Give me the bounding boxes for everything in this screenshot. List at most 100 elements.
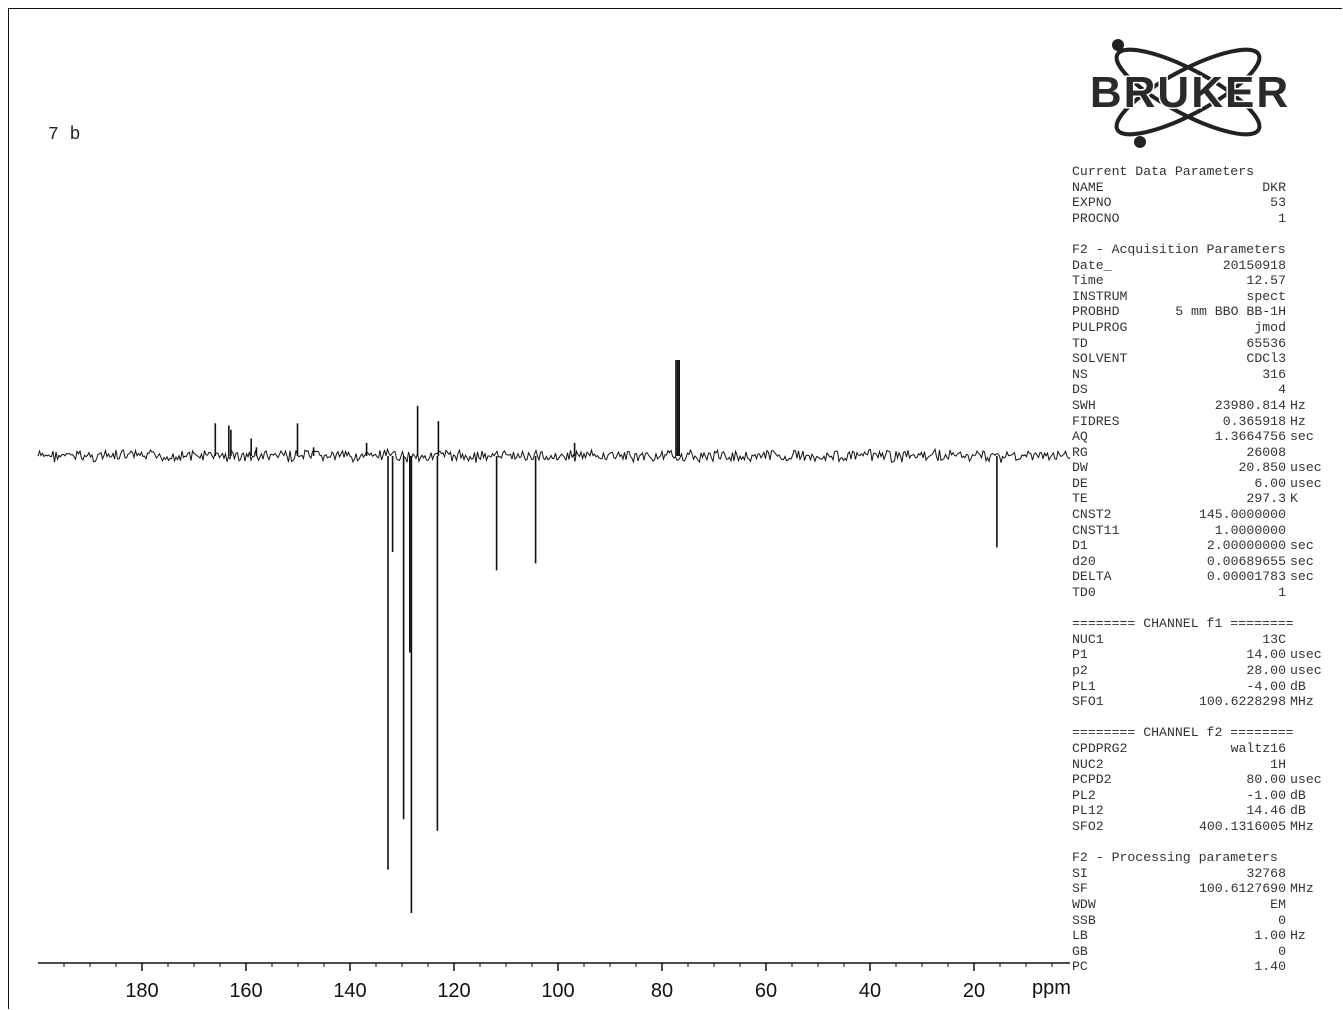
param-value: 1.40	[1254, 959, 1286, 975]
logo-text: BRUKER	[1090, 68, 1290, 117]
param-row-d1: D1 2.00000000 sec	[1072, 538, 1340, 554]
param-value: 0.00001783	[1206, 569, 1286, 585]
param-section-header: ======== CHANNEL f1 ========	[1072, 616, 1294, 632]
param-key: CNST11	[1072, 522, 1120, 538]
param-unit: MHz	[1290, 881, 1314, 897]
param-key: Time	[1072, 273, 1104, 289]
param-unit: Hz	[1290, 413, 1306, 429]
param-key: PL2	[1072, 787, 1096, 803]
param-key: D1	[1072, 538, 1088, 554]
param-value: 145.0000000	[1198, 507, 1286, 523]
x-tick-label: 140	[333, 980, 366, 1002]
param-row-cnst11: CNST11 1.0000000	[1072, 523, 1340, 539]
x-tick-label: 100	[541, 980, 574, 1002]
param-value: 297.3	[1246, 491, 1286, 507]
param-value: 0	[1278, 943, 1286, 959]
param-unit: dB	[1290, 803, 1306, 819]
param-row-name: NAME DKR	[1072, 180, 1340, 196]
param-row-sfo1: SFO1 100.6228298 MHz	[1072, 694, 1340, 710]
baseline-noise-line	[37, 447, 1070, 464]
param-row-td: TD 65536	[1072, 336, 1340, 352]
acquisition-parameters-panel: Current Data Parameters NAME DKR EXPNO 53 PRO…	[1072, 164, 1340, 975]
bruker-logo: BRUKER	[1088, 39, 1290, 148]
param-key: SSB	[1072, 912, 1096, 928]
param-key: AQ	[1072, 429, 1088, 445]
param-unit: usec	[1290, 647, 1322, 663]
param-value: 400.1316005	[1198, 818, 1286, 834]
param-unit: dB	[1290, 678, 1306, 694]
param-key: PROCNO	[1072, 210, 1120, 226]
param-row-cpdprg2: CPDPRG2 waltz16	[1072, 741, 1340, 757]
param-value: 53	[1270, 195, 1286, 211]
param-value: 14.46	[1246, 803, 1286, 819]
param-key: WDW	[1072, 896, 1096, 912]
param-value: 1.3664756	[1214, 429, 1286, 445]
param-value: 14.00	[1246, 647, 1286, 663]
param-unit: usec	[1290, 475, 1322, 491]
param-value: 1.00	[1254, 928, 1286, 944]
param-value: 316	[1262, 366, 1286, 382]
param-unit: K	[1290, 491, 1298, 507]
param-key: LB	[1072, 928, 1088, 944]
param-value: 4	[1278, 382, 1286, 398]
param-value: 1	[1278, 210, 1286, 226]
param-unit: sec	[1290, 553, 1314, 569]
param-key: PROBHD	[1072, 304, 1120, 320]
param-row-nuc2: NUC2 1H	[1072, 757, 1340, 773]
param-key: SWH	[1072, 397, 1096, 413]
param-value: 1	[1278, 585, 1286, 601]
param-key: NS	[1072, 366, 1088, 382]
param-unit: sec	[1290, 569, 1314, 585]
param-value: 0.365918	[1222, 413, 1286, 429]
param-key: NUC2	[1072, 756, 1104, 772]
x-tick-label: 40	[859, 980, 881, 1002]
param-unit: MHz	[1290, 694, 1314, 710]
param-row-pl2: PL2 -1.00 dB	[1072, 788, 1340, 804]
param-value: 32768	[1246, 865, 1286, 881]
nmr-spectrum-plot: 180 160 140 120 100 80 60 40 20 ppm	[37, 360, 1070, 1002]
param-row-probhd: PROBHD 5 mm BBO BB-1H	[1072, 304, 1340, 320]
param-row-cnst2: CNST2 145.0000000	[1072, 507, 1340, 523]
param-value: waltz16	[1230, 740, 1286, 756]
param-value: 0	[1278, 912, 1286, 928]
param-value: 65536	[1246, 335, 1286, 351]
sample-label: 7 b	[48, 125, 81, 145]
param-key: EXPNO	[1072, 195, 1112, 211]
param-gap	[1072, 835, 1340, 851]
param-value: 12.57	[1246, 273, 1286, 289]
param-unit: usec	[1290, 663, 1322, 678]
param-value: 20.850	[1238, 460, 1286, 476]
x-tick-label: 120	[437, 980, 470, 1002]
param-row-si: SI 32768	[1072, 866, 1340, 882]
param-section-header: F2 - Acquisition Parameters	[1072, 241, 1286, 257]
param-value: 28.00	[1246, 663, 1286, 678]
param-unit: Hz	[1290, 397, 1306, 413]
param-gap	[1072, 601, 1340, 617]
param-row-pulprog: PULPROG jmod	[1072, 320, 1340, 336]
x-axis: 180 160 140 120 100 80 60 40 20 ppm	[38, 962, 1070, 1002]
param-value: 100.6228298	[1198, 694, 1286, 710]
param-row-p1: P1 14.00 usec	[1072, 647, 1340, 663]
x-tick-label: 60	[755, 980, 777, 1002]
param-unit: MHz	[1290, 818, 1314, 834]
param-row-aq: AQ 1.3664756 sec	[1072, 429, 1340, 445]
param-row-lb: LB 1.00 Hz	[1072, 928, 1340, 944]
param-unit: dB	[1290, 787, 1306, 803]
param-key: DS	[1072, 382, 1088, 398]
param-key: PL1	[1072, 678, 1096, 694]
param-key: SFO2	[1072, 818, 1104, 834]
param-key: p2	[1072, 663, 1088, 678]
param-key: DELTA	[1072, 569, 1112, 585]
param-key: SI	[1072, 865, 1088, 881]
param-row-delta: DELTA 0.00001783 sec	[1072, 569, 1340, 585]
param-row-swh: SWH 23980.814 Hz	[1072, 398, 1340, 414]
param-row-dw: DW 20.850 usec	[1072, 460, 1340, 476]
param-value: -1.00	[1246, 787, 1286, 803]
param-row-wdw: WDW EM	[1072, 897, 1340, 913]
param-value: 23980.814	[1214, 397, 1286, 413]
param-key: PC	[1072, 959, 1088, 975]
param-key: SF	[1072, 881, 1088, 897]
param-value: EM	[1270, 896, 1286, 912]
param-key: NAME	[1072, 179, 1104, 195]
x-axis-label: ppm	[1032, 977, 1070, 999]
